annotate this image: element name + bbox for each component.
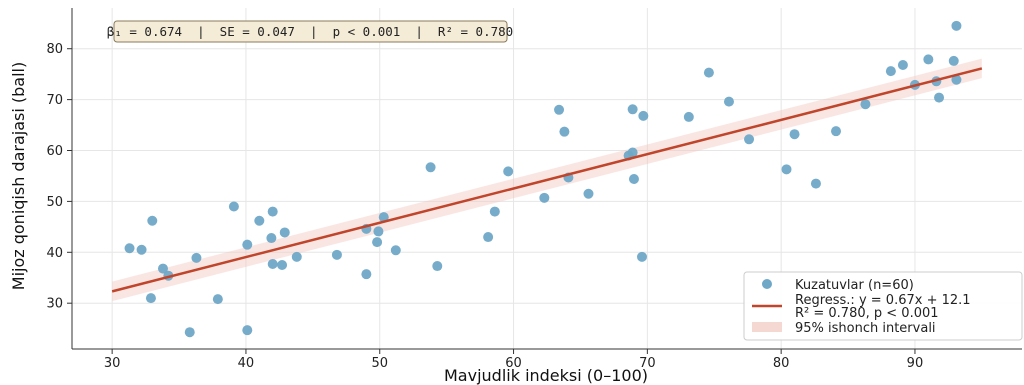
stats-box-text: β₁ = 0.674 | SE = 0.047 | p < 0.001 | R²…: [107, 24, 513, 39]
data-point: [723, 96, 734, 107]
data-point: [860, 99, 871, 110]
data-point: [147, 215, 158, 226]
x-tick-label: 60: [505, 356, 522, 371]
data-point: [934, 92, 945, 103]
data-point: [789, 129, 800, 140]
data-point: [948, 55, 959, 66]
data-point: [157, 263, 168, 274]
x-tick-label: 40: [238, 356, 255, 371]
data-point: [331, 249, 342, 260]
data-point: [267, 259, 278, 270]
data-point: [627, 104, 638, 115]
data-point: [254, 215, 265, 226]
legend-background: [743, 271, 1023, 341]
regression-line: [111, 67, 983, 293]
data-point: [885, 66, 896, 77]
data-point: [184, 327, 195, 338]
data-point: [703, 67, 714, 78]
data-point: [810, 178, 821, 189]
legend-label-regression-line: Regress.: y = 0.67x + 12.1: [795, 293, 971, 308]
legend-label-confidence: 95% ishonch intervali: [795, 321, 936, 336]
data-point: [559, 126, 570, 137]
y-tick-label: 40: [46, 246, 63, 261]
x-tick-label: 30: [104, 356, 121, 371]
data-point: [831, 126, 842, 137]
x-tick-label: 90: [907, 356, 924, 371]
legend-marker-observations: [762, 279, 772, 289]
x-tick-label: 80: [773, 356, 790, 371]
data-point: [923, 54, 934, 65]
legend-label-regression: Regress.: y = 0.67x + 12.1 R² = 0.780, p …: [795, 293, 971, 321]
data-point: [145, 293, 156, 304]
regression-line-group: [111, 67, 983, 293]
plot-frame: [71, 8, 1022, 350]
data-point: [432, 261, 443, 272]
data-point: [212, 294, 223, 305]
legend: Kuzatuvlar (n=60) Regress.: y = 0.67x + …: [743, 271, 1023, 341]
data-point: [627, 147, 638, 158]
data-point: [781, 164, 792, 175]
x-tick-label: 50: [371, 356, 388, 371]
data-point: [267, 206, 278, 217]
data-point: [228, 201, 239, 212]
data-point: [951, 74, 962, 85]
y-tick-label: 30: [46, 297, 63, 312]
data-point: [483, 232, 494, 243]
y-tick-label: 80: [46, 42, 63, 57]
data-point: [373, 226, 384, 237]
data-point: [361, 269, 372, 280]
stats-box: β₁ = 0.674 | SE = 0.047 | p < 0.001 | R²…: [107, 20, 513, 43]
data-point: [683, 111, 694, 122]
data-point: [489, 206, 500, 217]
data-point: [124, 243, 135, 254]
data-point: [372, 237, 383, 248]
data-point: [744, 134, 755, 145]
data-point: [266, 233, 277, 244]
data-point: [583, 188, 594, 199]
data-point: [638, 110, 649, 121]
data-point: [291, 251, 302, 262]
data-point: [637, 251, 647, 262]
data-point: [897, 60, 908, 71]
data-point: [242, 325, 253, 336]
data-point: [136, 244, 147, 255]
data-point: [378, 212, 389, 223]
y-tick-label: 60: [46, 144, 63, 159]
data-point: [242, 239, 253, 250]
data-point: [503, 166, 514, 177]
data-point: [390, 245, 401, 256]
data-point: [951, 20, 962, 31]
data-point: [279, 227, 290, 238]
x-axis-label: Mavjudlik indeksi (0–100): [444, 366, 648, 385]
stats-box-background: [113, 20, 508, 43]
data-point: [191, 252, 202, 263]
legend-label-observations: Kuzatuvlar (n=60): [795, 278, 914, 293]
data-point: [277, 260, 288, 271]
legend-marker-confidence: [752, 322, 782, 332]
y-tick-label: 50: [46, 195, 63, 210]
x-axis-ticks: 30 40 50 60 70 80 90: [104, 349, 923, 371]
data-point: [539, 192, 550, 203]
x-tick-label: 70: [639, 356, 656, 371]
data-point: [554, 104, 565, 115]
y-axis-label: Mijoz qoniqish darajasi (ball): [9, 62, 28, 290]
data-point: [628, 174, 639, 185]
y-axis-ticks: 30 40 50 60 70 80: [46, 42, 72, 312]
legend-label-regression-line: R² = 0.780, p < 0.001: [795, 306, 939, 321]
data-point: [425, 162, 436, 173]
y-tick-label: 70: [46, 93, 63, 108]
